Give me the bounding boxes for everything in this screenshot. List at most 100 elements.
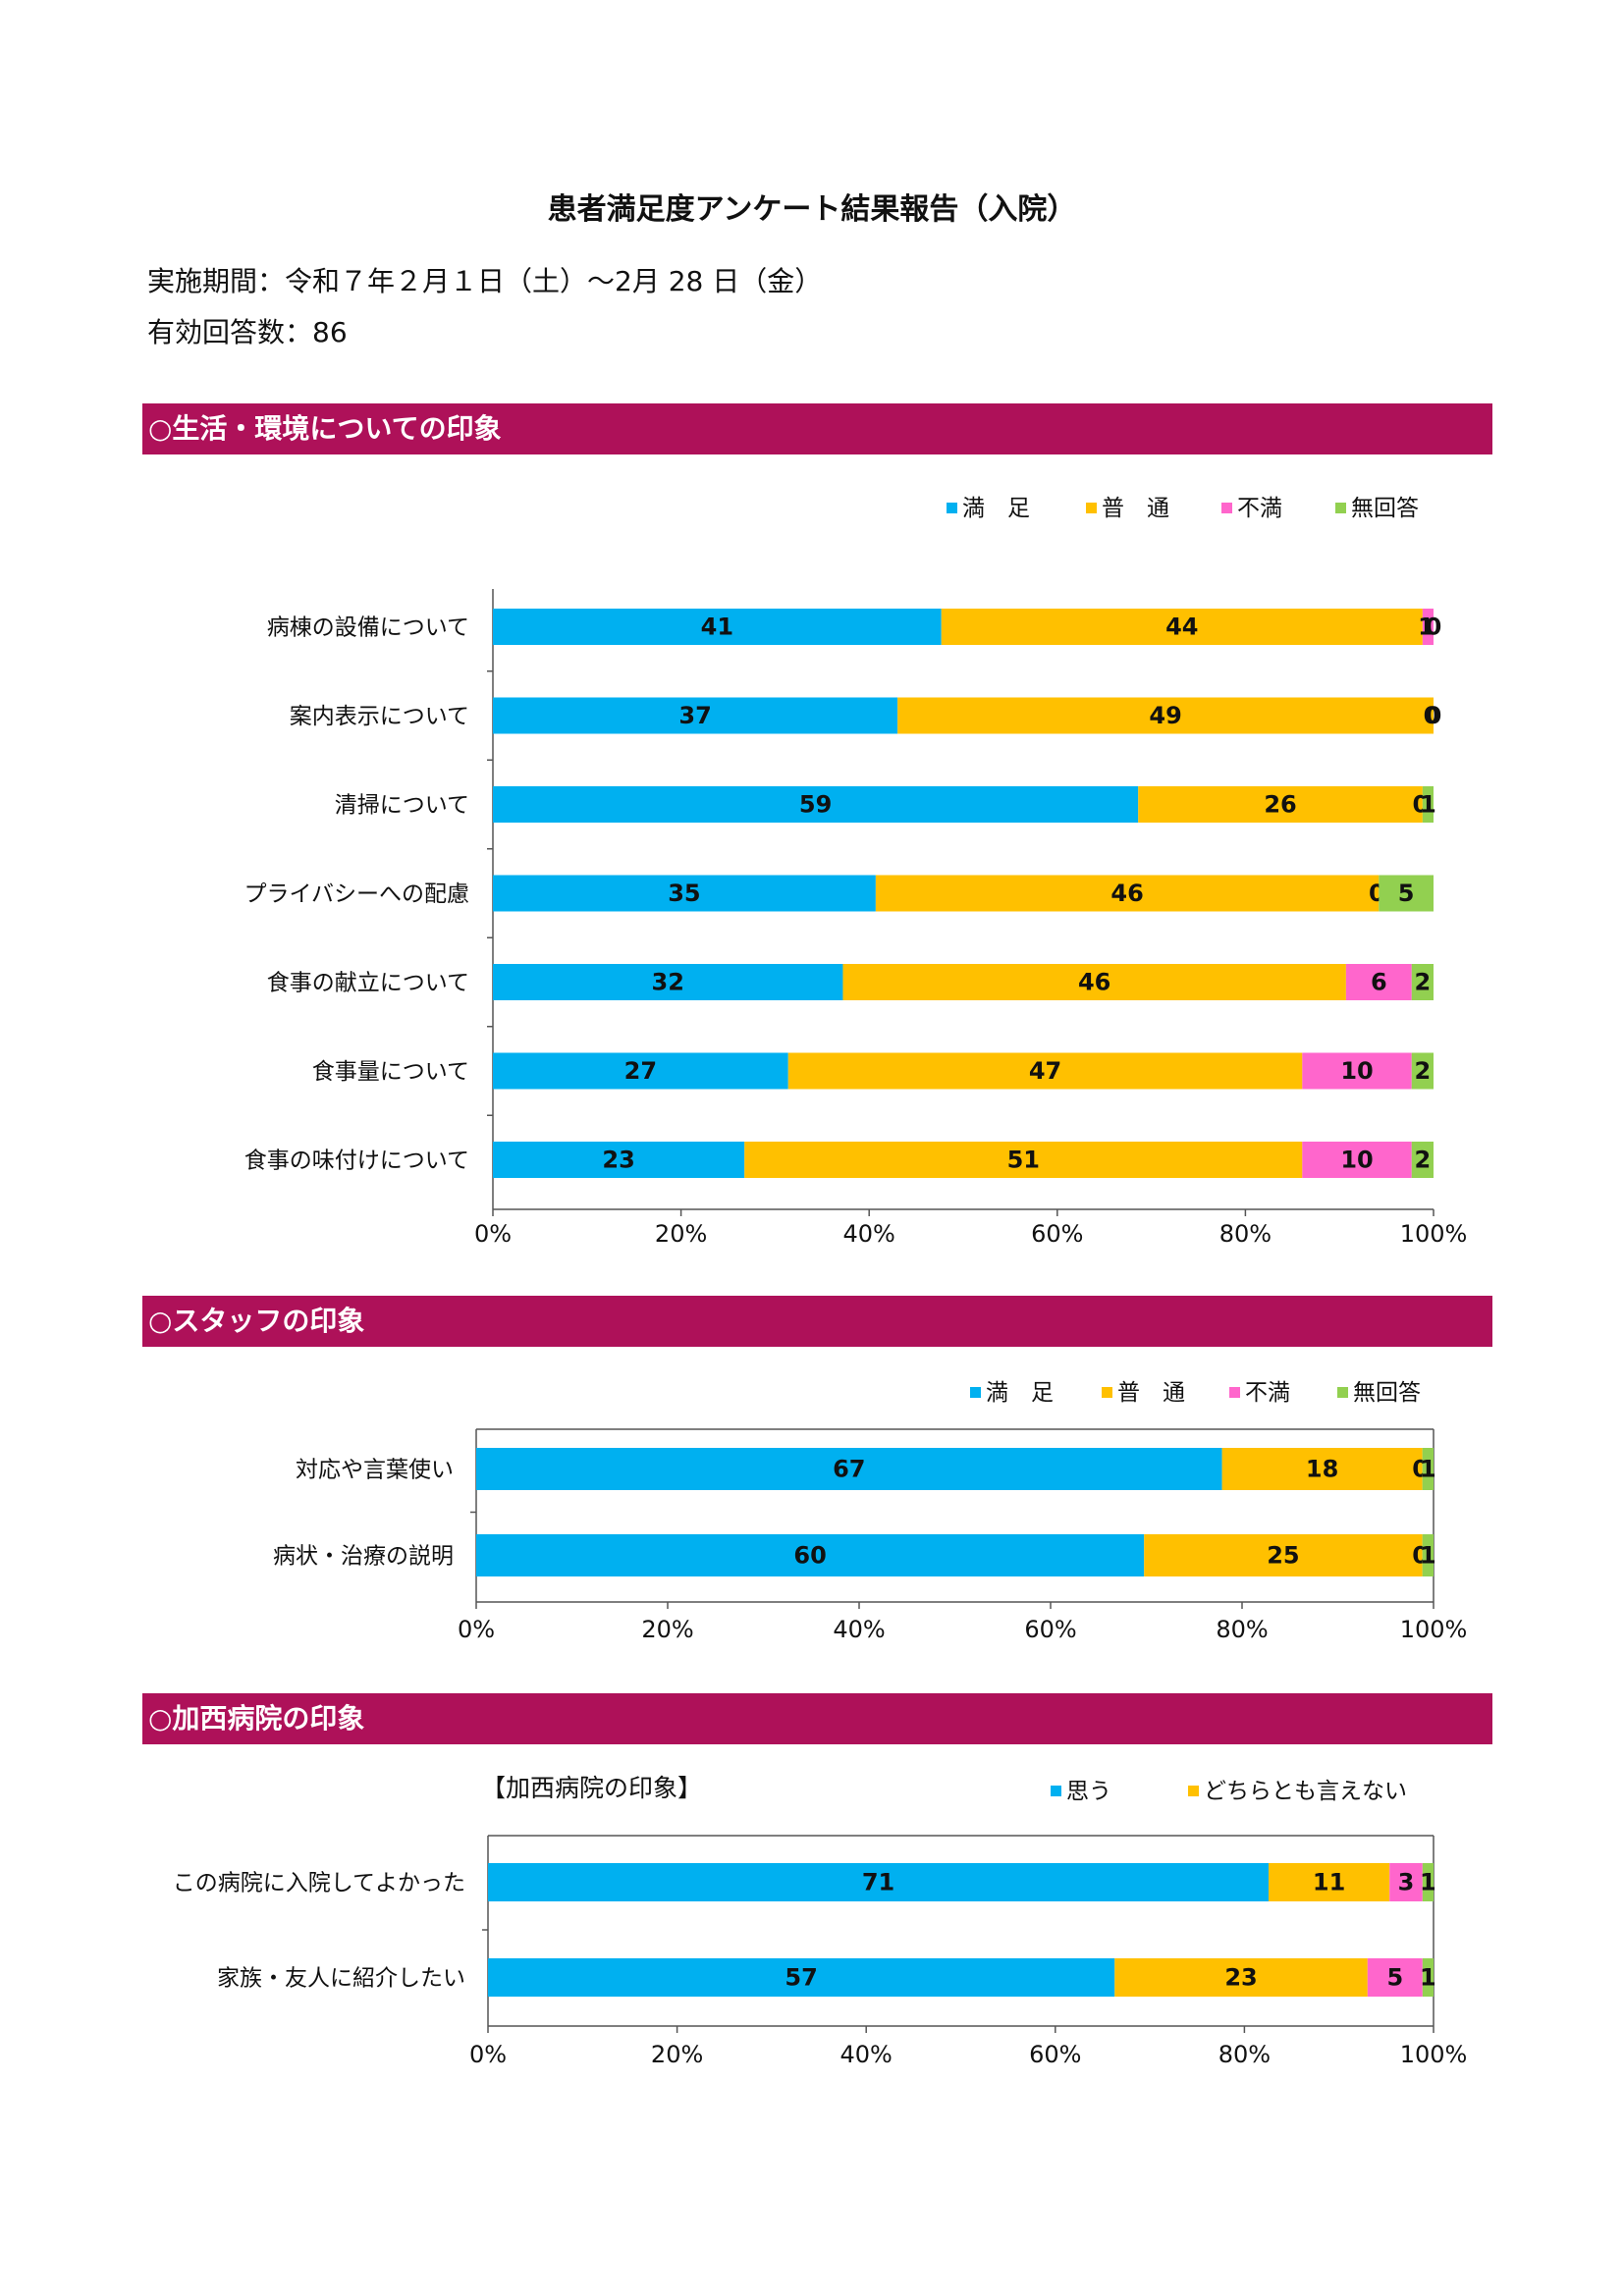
data-label: 44 bbox=[1165, 614, 1198, 641]
bar-segment bbox=[897, 697, 1434, 734]
category-label: 清掃について bbox=[335, 793, 469, 819]
legend-swatch bbox=[1086, 503, 1097, 513]
data-label: 0 bbox=[1412, 1456, 1429, 1483]
x-tick-label: 0% bbox=[474, 1220, 512, 1248]
section-heading-hospital: ○加西病院の印象 bbox=[142, 1693, 1492, 1744]
data-label: 1 bbox=[1420, 1964, 1436, 1992]
data-label: 37 bbox=[678, 702, 711, 729]
legend-swatch bbox=[1335, 503, 1346, 513]
data-label: 27 bbox=[624, 1057, 657, 1085]
data-label: 59 bbox=[799, 791, 832, 819]
data-label: 10 bbox=[1340, 1147, 1373, 1174]
data-label: 71 bbox=[862, 1869, 894, 1896]
x-tick-label: 100% bbox=[1400, 1616, 1468, 1643]
bar-segment bbox=[1302, 1052, 1412, 1090]
data-label: 18 bbox=[1306, 1456, 1338, 1483]
data-label: 49 bbox=[1149, 702, 1181, 729]
data-label: 0 bbox=[1369, 880, 1385, 907]
data-label: 11 bbox=[1313, 1869, 1345, 1896]
data-label: 6 bbox=[1371, 969, 1387, 996]
bar-segment bbox=[488, 1958, 1115, 1997]
data-label: 0 bbox=[1426, 614, 1442, 641]
bar-segment bbox=[1345, 964, 1412, 1000]
category-label: 食事の献立について bbox=[267, 971, 469, 996]
data-label: 3 bbox=[1398, 1869, 1415, 1896]
data-label: 2 bbox=[1415, 969, 1432, 996]
bar-segment bbox=[842, 964, 1346, 1000]
data-label: 23 bbox=[1224, 1964, 1257, 1992]
bar-segment bbox=[1269, 1863, 1390, 1901]
legend-label: 不満 bbox=[1237, 496, 1282, 521]
category-label: 病状・治療の説明 bbox=[273, 1544, 454, 1570]
bar-segment bbox=[875, 875, 1380, 912]
bar-segment bbox=[488, 1863, 1270, 1901]
data-label: 46 bbox=[1110, 880, 1143, 907]
legend-label: 不満 bbox=[1245, 1380, 1290, 1406]
x-tick-label: 100% bbox=[1400, 1220, 1468, 1248]
data-label: 1 bbox=[1420, 1542, 1436, 1570]
bar-segment bbox=[1422, 1863, 1434, 1901]
valid-responses: 有効回答数：86 bbox=[147, 316, 348, 348]
bar-segment bbox=[493, 1142, 745, 1178]
data-label: 67 bbox=[833, 1456, 865, 1483]
bar-segment bbox=[941, 609, 1423, 645]
x-tick-label: 80% bbox=[1218, 2041, 1271, 2068]
legend-swatch bbox=[970, 1387, 981, 1398]
legend-label: 満 足 bbox=[962, 496, 1030, 521]
data-label: 46 bbox=[1078, 969, 1110, 996]
legend-swatch bbox=[1221, 503, 1232, 513]
bar-segment bbox=[493, 697, 898, 734]
legend-label: 思う bbox=[1066, 1779, 1111, 1804]
category-label: 食事量について bbox=[312, 1059, 469, 1085]
bar-segment bbox=[493, 875, 876, 912]
x-tick-label: 60% bbox=[1024, 1616, 1076, 1643]
data-label: 1 bbox=[1418, 614, 1435, 641]
x-tick-label: 40% bbox=[840, 2041, 893, 2068]
bar-segment bbox=[493, 609, 942, 645]
bar-segment bbox=[476, 1534, 1145, 1576]
bar-segment bbox=[1422, 609, 1434, 645]
bar-segment bbox=[1302, 1142, 1412, 1178]
bar-segment bbox=[1422, 786, 1434, 823]
survey-period: 実施期間：令和７年２月１日（土）～2月 28 日（金） bbox=[147, 265, 823, 297]
x-tick-label: 80% bbox=[1216, 1616, 1268, 1643]
category-label: この病院に入院してよかった bbox=[173, 1871, 465, 1896]
legend-swatch bbox=[1188, 1786, 1199, 1796]
section-heading-environment: ○生活・環境についての印象 bbox=[142, 403, 1492, 454]
x-tick-label: 0% bbox=[469, 2041, 507, 2068]
bar-segment bbox=[1422, 1448, 1434, 1490]
x-tick-label: 0% bbox=[458, 1616, 495, 1643]
legend-label: どちらとも言えない bbox=[1204, 1779, 1407, 1804]
x-tick-label: 40% bbox=[843, 1220, 895, 1248]
bar-segment bbox=[1144, 1534, 1423, 1576]
data-label: 0 bbox=[1412, 1542, 1429, 1570]
data-label: 57 bbox=[785, 1964, 817, 1992]
bar-segment bbox=[476, 1448, 1222, 1490]
legend-swatch bbox=[1102, 1387, 1112, 1398]
bar-segment bbox=[744, 1142, 1303, 1178]
x-tick-label: 60% bbox=[1031, 1220, 1083, 1248]
category-label: 病棟の設備について bbox=[267, 615, 469, 641]
data-label: 1 bbox=[1420, 791, 1436, 819]
legend-label: 無回答 bbox=[1353, 1380, 1421, 1406]
data-label: 2 bbox=[1415, 1057, 1432, 1085]
data-label: 51 bbox=[1007, 1147, 1040, 1174]
legend-label: 満 足 bbox=[986, 1380, 1054, 1406]
legend-label: 普 通 bbox=[1102, 496, 1169, 521]
bar-segment bbox=[1411, 1052, 1434, 1090]
legend-label: 無回答 bbox=[1351, 496, 1419, 521]
x-tick-label: 100% bbox=[1400, 2041, 1468, 2068]
data-label: 0 bbox=[1424, 702, 1440, 729]
data-label: 5 bbox=[1398, 880, 1415, 907]
data-label: 1 bbox=[1420, 1869, 1436, 1896]
x-tick-label: 20% bbox=[655, 1220, 707, 1248]
bar-segment bbox=[1422, 1534, 1434, 1576]
category-label: 食事の味付けについて bbox=[244, 1148, 469, 1174]
section-heading-staff: ○スタッフの印象 bbox=[142, 1296, 1492, 1347]
data-label: 60 bbox=[793, 1542, 826, 1570]
bar-segment bbox=[1221, 1448, 1423, 1490]
page-title: 患者満足度アンケート結果報告（入院） bbox=[547, 192, 1077, 227]
data-label: 25 bbox=[1267, 1542, 1299, 1570]
x-tick-label: 20% bbox=[641, 1616, 693, 1643]
x-tick-label: 80% bbox=[1219, 1220, 1272, 1248]
